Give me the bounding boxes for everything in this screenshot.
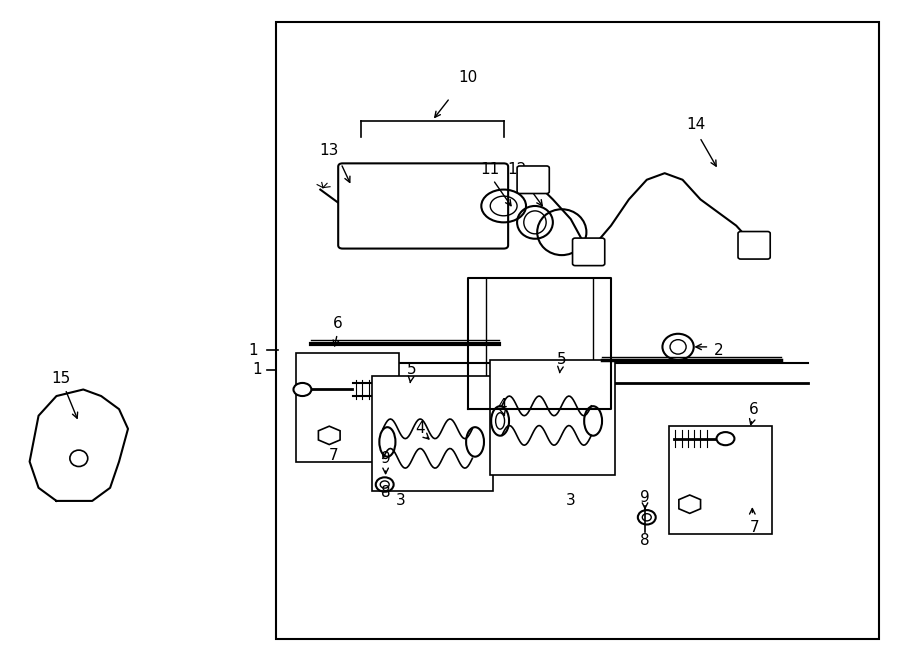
Text: 3: 3 <box>396 493 406 508</box>
Bar <box>491 360 616 475</box>
Text: 5: 5 <box>557 352 567 368</box>
Text: 6: 6 <box>749 402 759 416</box>
Text: 10: 10 <box>458 69 478 85</box>
Text: 9: 9 <box>381 451 391 466</box>
Text: 1: 1 <box>253 362 262 377</box>
Text: 12: 12 <box>508 163 526 177</box>
Text: 4: 4 <box>497 399 507 413</box>
Bar <box>669 426 772 533</box>
Text: 9: 9 <box>640 490 650 505</box>
FancyBboxPatch shape <box>338 163 508 249</box>
Text: 6: 6 <box>333 317 343 331</box>
Circle shape <box>716 432 734 446</box>
Text: 8: 8 <box>381 485 391 500</box>
Text: 7: 7 <box>750 520 759 535</box>
Bar <box>296 354 399 461</box>
Text: 15: 15 <box>51 371 77 418</box>
Text: 8: 8 <box>640 533 650 548</box>
FancyBboxPatch shape <box>572 238 605 266</box>
Text: 13: 13 <box>320 143 339 158</box>
Text: 4: 4 <box>416 421 426 436</box>
Bar <box>275 22 879 639</box>
Bar <box>373 376 493 491</box>
Text: 11: 11 <box>481 163 500 177</box>
Text: 7: 7 <box>328 447 338 463</box>
Text: 1: 1 <box>248 342 257 358</box>
Text: 3: 3 <box>566 493 576 508</box>
Text: 14: 14 <box>687 116 706 132</box>
FancyBboxPatch shape <box>518 166 549 194</box>
Text: 2: 2 <box>714 342 724 358</box>
Circle shape <box>293 383 311 396</box>
Text: 5: 5 <box>407 362 417 377</box>
FancyBboxPatch shape <box>738 231 770 259</box>
